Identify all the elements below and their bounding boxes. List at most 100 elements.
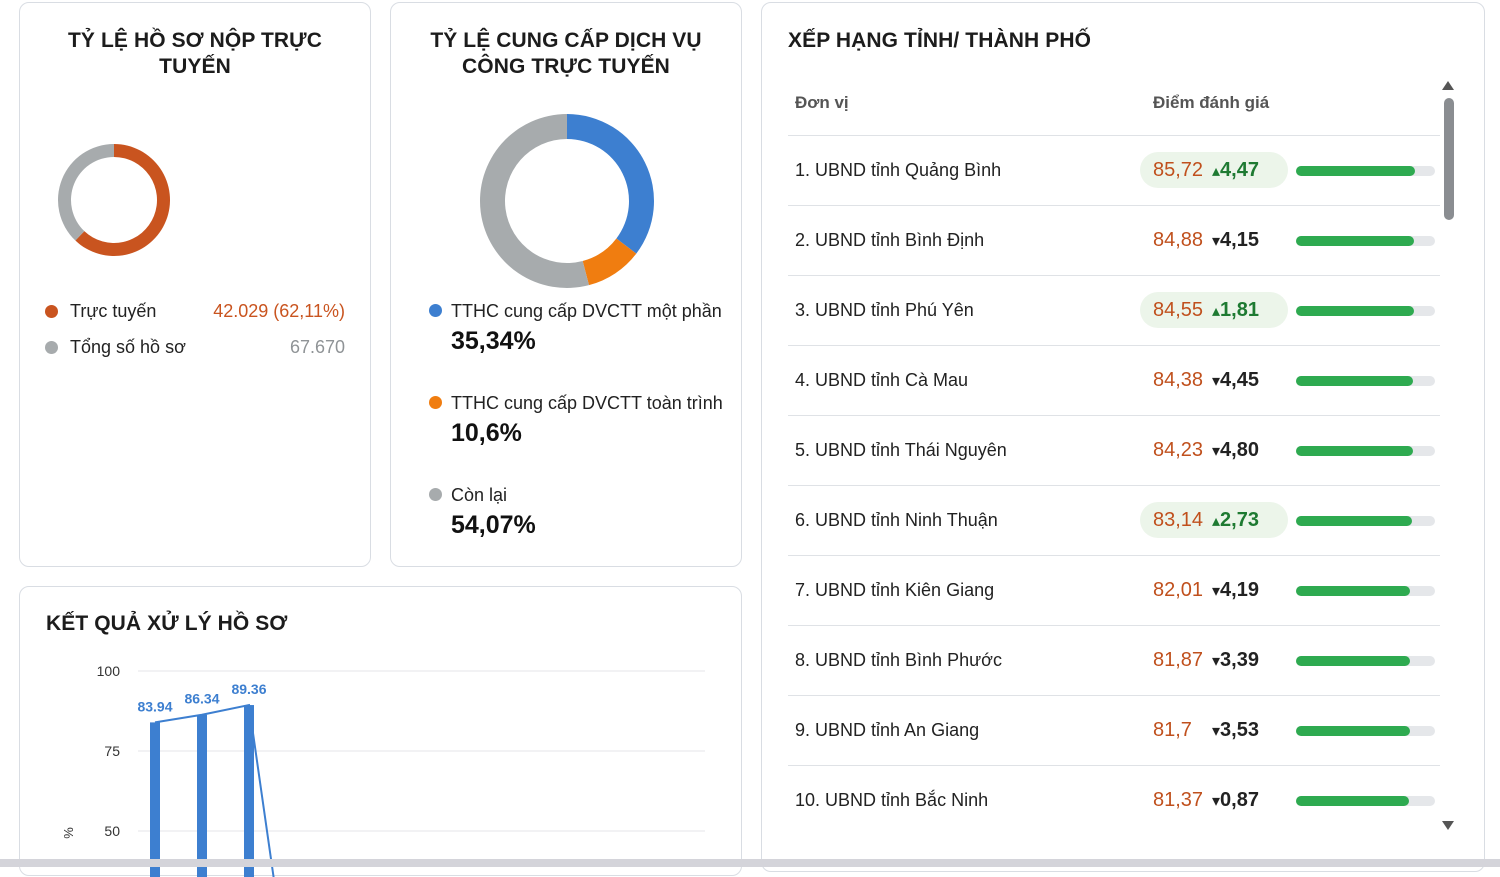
legend-partial[interactable]: TTHC cung cấp DVCTT một phần 35,34% (429, 300, 729, 356)
column-header-unit: Đơn vị (795, 93, 849, 112)
window-bottom-strip (0, 859, 1500, 867)
legend-total[interactable]: Tổng số hồ sơ (45, 337, 186, 358)
legend-online[interactable]: Trực tuyến (45, 301, 156, 322)
score-bar-fill (1296, 516, 1412, 526)
legend-dot-full (429, 396, 442, 409)
ranking-row[interactable]: 5. UBND tỉnh Thái Nguyên 84,23 ▾4,80 (788, 415, 1440, 485)
trend-down-icon: ▾ (1212, 443, 1221, 460)
donut-segment-remaining[interactable] (58, 144, 114, 241)
score-bar-fill (1296, 656, 1410, 666)
legend-full-label: TTHC cung cấp DVCTT toàn trình (451, 393, 723, 413)
bar-value-label: 83.94 (137, 698, 172, 714)
province-score: 82,01 (1153, 579, 1204, 601)
service-donut-chart (480, 114, 654, 288)
score-decrease: ▾4,19 (1212, 579, 1259, 601)
online-card-title: TỶ LỆ HỒ SƠ NỘP TRỰC TUYẾN (68, 29, 322, 78)
score-decrease: ▾4,45 (1212, 369, 1259, 391)
result-bar[interactable] (150, 722, 160, 877)
increase-highlight-chip (1140, 292, 1288, 328)
province-score: 81,7 (1153, 719, 1192, 741)
ranking-row[interactable]: 9. UBND tỉnh An Giang 81,7 ▾3,53 (788, 695, 1440, 765)
ranking-row[interactable]: 1. UBND tỉnh Quảng Bình 85,72 ▴4,47 (788, 135, 1440, 205)
province-score: 84,23 (1153, 439, 1204, 461)
ranking-row[interactable]: 7. UBND tỉnh Kiên Giang 82,01 ▾4,19 (788, 555, 1440, 625)
score-bar (1296, 236, 1435, 246)
donut-segment-online[interactable] (75, 144, 170, 256)
increase-highlight-chip (1140, 152, 1288, 188)
province-ranking-card: XẾP HẠNG TỈNH/ THÀNH PHỐ Đơn vị Điểm đán… (761, 2, 1485, 872)
score-increase: ▴4,47 (1212, 159, 1259, 181)
score-bar-fill (1296, 796, 1410, 806)
province-score: 81,87 (1153, 649, 1204, 671)
legend-online-value: 42.029 (62,11%) (213, 301, 345, 321)
donut-segment-partial[interactable] (567, 114, 654, 254)
scrollbar-thumb[interactable] (1444, 98, 1454, 220)
score-bar-fill (1296, 726, 1410, 736)
ranking-row[interactable]: 3. UBND tỉnh Phú Yên 84,55 ▴1,81 (788, 275, 1440, 345)
score-bar-fill (1296, 376, 1414, 386)
score-decrease: ▾3,39 (1212, 649, 1259, 671)
legend-total-value: 67.670 (289, 337, 345, 357)
trend-down-icon: ▾ (1212, 583, 1221, 600)
legend-online-label: Trực tuyến (70, 301, 157, 321)
trend-line (154, 703, 275, 877)
trend-up-icon: ▴ (1212, 303, 1221, 320)
score-bar (1296, 516, 1435, 526)
score-bar (1296, 586, 1435, 596)
donut-segment-full[interactable] (582, 238, 637, 286)
legend-dot-remaining (429, 488, 442, 501)
ranking-row[interactable]: 6. UBND tỉnh Ninh Thuận 83,14 ▴2,73 (788, 485, 1440, 555)
result-bar[interactable] (244, 705, 254, 877)
score-decrease: ▾0,87 (1212, 789, 1259, 811)
ranking-row[interactable]: 10. UBND tỉnh Bắc Ninh 81,37 ▾0,87 (788, 765, 1440, 835)
trend-up-icon: ▴ (1212, 163, 1221, 180)
y-tick-label: 75 (104, 743, 120, 759)
province-score: 84,88 (1153, 229, 1204, 251)
score-increase: ▴1,81 (1212, 299, 1259, 321)
ranking-card-title: XẾP HẠNG TỈNH/ THÀNH PHỐ (788, 29, 1092, 52)
province-name: 9. UBND tỉnh An Giang (795, 720, 980, 740)
score-bar-fill (1296, 236, 1414, 246)
province-name: 7. UBND tỉnh Kiên Giang (795, 580, 995, 600)
province-score: 83,14 (1153, 509, 1204, 531)
online-submission-card: TỶ LỆ HỒ SƠ NỘP TRỰC TUYẾN Trực tuyến 42… (19, 2, 371, 567)
trend-up-icon: ▴ (1212, 513, 1221, 530)
increase-highlight-chip (1140, 502, 1288, 538)
online-service-card: TỶ LỆ CUNG CẤP DỊCH VỤ CÔNG TRỰC TUYẾN T… (390, 2, 742, 567)
trend-down-icon: ▾ (1212, 793, 1221, 810)
legend-remaining-label: Còn lại (451, 485, 508, 505)
legend-partial-label: TTHC cung cấp DVCTT một phần (451, 301, 722, 321)
ranking-row[interactable]: 8. UBND tỉnh Bình Phước 81,87 ▾3,39 (788, 625, 1440, 695)
score-bar-fill (1296, 166, 1416, 176)
online-donut-chart (58, 144, 170, 256)
legend-dot-partial (429, 304, 442, 317)
scroll-up-icon[interactable] (1442, 81, 1454, 90)
scroll-down-icon[interactable] (1442, 821, 1454, 830)
trend-down-icon: ▾ (1212, 653, 1221, 670)
column-header-score: Điểm đánh giá (1153, 93, 1270, 112)
province-score: 84,55 (1153, 299, 1204, 321)
province-name: 3. UBND tỉnh Phú Yên (795, 300, 974, 320)
score-bar (1296, 726, 1435, 736)
score-increase: ▴2,73 (1212, 509, 1259, 531)
score-decrease: ▾4,15 (1212, 229, 1259, 251)
legend-full[interactable]: TTHC cung cấp DVCTT toàn trình 10,6% (429, 392, 729, 448)
bar-value-label: 86.34 (184, 691, 219, 707)
province-score: 85,72 (1153, 159, 1204, 181)
result-bar[interactable] (197, 714, 207, 877)
legend-partial-pct: 35,34% (451, 327, 536, 355)
province-name: 10. UBND tỉnh Bắc Ninh (795, 790, 989, 810)
y-axis-label: % (61, 827, 76, 839)
province-score: 84,38 (1153, 369, 1204, 391)
donut-segment-remaining[interactable] (480, 114, 589, 288)
ranking-row[interactable]: 4. UBND tỉnh Cà Mau 84,38 ▾4,45 (788, 345, 1440, 415)
province-name: 8. UBND tỉnh Bình Phước (795, 650, 1002, 670)
score-bar-fill (1296, 306, 1414, 316)
legend-remaining[interactable]: Còn lại 54,07% (429, 484, 729, 540)
province-name: 5. UBND tỉnh Thái Nguyên (795, 440, 1007, 460)
province-name: 2. UBND tỉnh Bình Định (795, 230, 985, 250)
legend-total-label: Tổng số hồ sơ (70, 337, 186, 357)
result-card-title: KẾT QUẢ XỬ LÝ HỒ SƠ (46, 612, 288, 635)
score-decrease: ▾4,80 (1212, 439, 1259, 461)
ranking-row[interactable]: 2. UBND tỉnh Bình Định 84,88 ▾4,15 (788, 205, 1440, 275)
